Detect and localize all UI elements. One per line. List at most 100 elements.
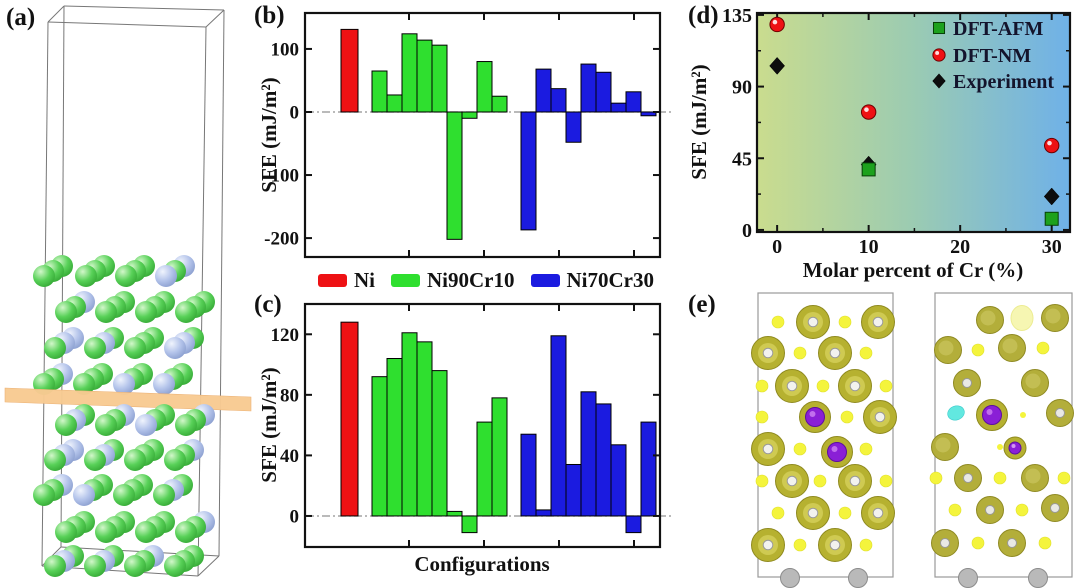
atom-center bbox=[962, 378, 972, 388]
bar-Ni70Cr30 bbox=[595, 71, 612, 113]
spin-dot bbox=[793, 346, 807, 360]
ni-atom bbox=[84, 555, 106, 577]
charge-blob-inner bbox=[1002, 338, 1018, 354]
spin-dot bbox=[755, 410, 769, 424]
supercell-box-edge bbox=[205, 9, 225, 28]
spin-down-blob bbox=[947, 405, 965, 421]
bar-Ni90Cr10 bbox=[446, 510, 463, 517]
spin-dot bbox=[771, 506, 785, 520]
supercell-box-edge bbox=[47, 21, 207, 28]
charge-blob-inner bbox=[980, 310, 996, 326]
spin-dot bbox=[859, 346, 873, 360]
point-highlight bbox=[935, 51, 940, 55]
point-square bbox=[861, 162, 876, 177]
x-tick-label: 20 bbox=[950, 236, 970, 258]
y-tick-label: 0 bbox=[290, 506, 300, 527]
point-square bbox=[932, 21, 946, 35]
panel-e-label: (e) bbox=[688, 291, 716, 318]
ni-atom bbox=[55, 521, 77, 543]
ni-atom bbox=[95, 414, 117, 436]
atom-center bbox=[1055, 408, 1065, 418]
y-tick-label: 100 bbox=[271, 39, 300, 60]
cr-atom bbox=[73, 484, 95, 506]
highlight bbox=[1011, 444, 1016, 448]
crystal-structure-panel bbox=[4, 5, 252, 577]
ni90cr10-swatch bbox=[391, 274, 420, 287]
bar-Ni90Cr10 bbox=[431, 370, 448, 517]
density-frame-left bbox=[757, 292, 894, 578]
bar-Ni70Cr30 bbox=[610, 444, 627, 517]
substrate-atom bbox=[848, 568, 868, 588]
atom-center bbox=[762, 443, 774, 455]
spin-dot bbox=[1015, 503, 1029, 517]
scatter-chart-d: 0 45 90 135 0 10 20 30 DFT-AFM DFT-NM Experiment Mo… bbox=[687, 5, 1072, 282]
bar-Ni70Cr30 bbox=[535, 68, 552, 113]
legend-label-DFT-AFM: DFT-AFM bbox=[953, 18, 1043, 40]
atom-center bbox=[762, 539, 774, 551]
bar-Ni bbox=[340, 28, 359, 113]
ni-atom bbox=[175, 521, 197, 543]
atom-center bbox=[786, 475, 798, 487]
pale-blob bbox=[1010, 305, 1034, 331]
y-tick-label: 80 bbox=[280, 385, 299, 406]
legend-item-ni: Ni bbox=[318, 268, 375, 293]
panel-d-label: (d) bbox=[688, 2, 719, 29]
point-highlight bbox=[772, 19, 778, 25]
bar-Ni70Cr30 bbox=[595, 403, 612, 517]
legend-item-ni90cr10: Ni90Cr10 bbox=[391, 268, 515, 293]
atom-center bbox=[872, 507, 884, 519]
ni-swatch bbox=[318, 274, 347, 287]
ni-atom bbox=[124, 449, 146, 471]
panel-a-label: (a) bbox=[6, 4, 36, 31]
spin-dot bbox=[838, 506, 852, 520]
atom-center bbox=[985, 505, 995, 515]
spin-dot bbox=[755, 474, 769, 488]
substrate-atom bbox=[958, 568, 978, 588]
cr-moment-atom bbox=[805, 407, 825, 427]
legend-bc: Ni Ni90Cr10 Ni70Cr30 bbox=[298, 268, 674, 293]
atom-center bbox=[762, 347, 774, 359]
point-highlight bbox=[1047, 140, 1052, 146]
ni70cr30-label: Ni70Cr30 bbox=[566, 268, 655, 292]
spin-dot bbox=[793, 442, 807, 456]
spin-dot-small bbox=[997, 444, 1003, 450]
point-circle bbox=[769, 16, 785, 33]
ni-atom bbox=[124, 555, 146, 577]
plot-frame-c bbox=[303, 302, 662, 549]
ni-atom bbox=[75, 265, 97, 287]
bar-Ni90Cr10 bbox=[401, 33, 418, 113]
ni-atom bbox=[95, 521, 117, 543]
ni-atom bbox=[55, 301, 77, 323]
legend-item-ni70cr30: Ni70Cr30 bbox=[530, 268, 655, 293]
spin-dot bbox=[993, 471, 1007, 485]
ni-atom bbox=[175, 301, 197, 323]
y-tick-label: 0 bbox=[742, 220, 752, 242]
supercell-box-edge bbox=[47, 5, 65, 23]
spin-dot bbox=[793, 538, 807, 552]
density-frame-right bbox=[934, 292, 1073, 578]
bar-Ni70Cr30 bbox=[580, 391, 597, 517]
legend-label-DFT-NM: DFT-NM bbox=[953, 45, 1031, 67]
ni-atom bbox=[73, 373, 95, 395]
ni-atom bbox=[44, 337, 66, 359]
atom-center bbox=[849, 475, 861, 487]
bar-Ni90Cr10 bbox=[371, 70, 388, 113]
atom-center bbox=[872, 316, 884, 328]
supercell-box-edge bbox=[41, 21, 49, 567]
atom-center bbox=[1050, 503, 1060, 513]
spin-dot bbox=[838, 315, 852, 329]
y-axis-title: SFE (mJ/m²) bbox=[257, 77, 281, 192]
bar-Ni70Cr30 bbox=[640, 111, 657, 117]
cr-atom bbox=[153, 373, 175, 395]
ni-atom bbox=[135, 301, 157, 323]
bar-Ni90Cr10 bbox=[401, 332, 418, 517]
bar-chart-b: 100 0 -100 -200 SFE (mJ/m²) bbox=[257, 11, 672, 259]
cr-atom bbox=[113, 373, 135, 395]
supercell-box-edge bbox=[218, 9, 225, 557]
spin-dot bbox=[971, 536, 985, 550]
ni-atom bbox=[164, 449, 186, 471]
bar-Ni70Cr30 bbox=[565, 111, 582, 143]
point-highlight bbox=[864, 107, 869, 112]
